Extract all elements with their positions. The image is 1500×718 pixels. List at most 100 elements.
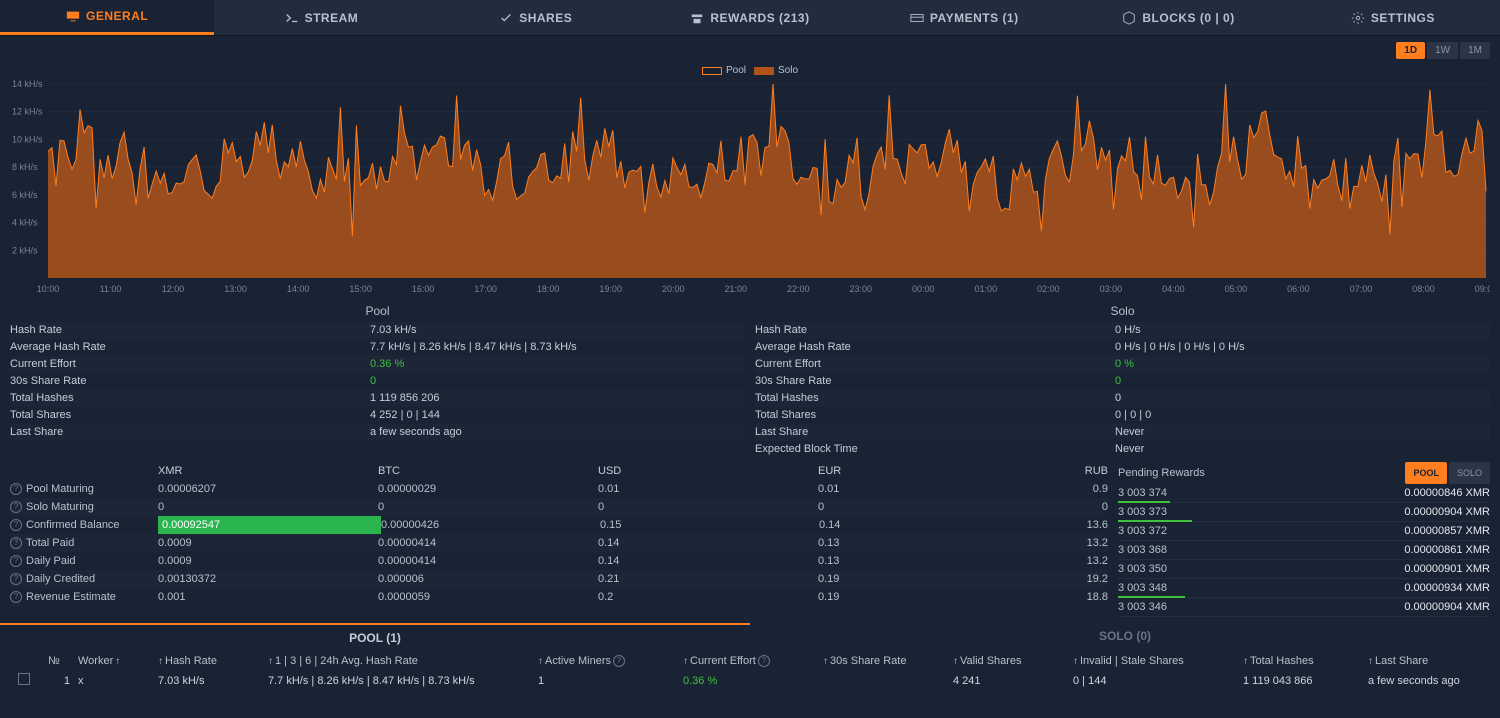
stats-label: Expected Block Time	[755, 441, 1115, 458]
col-hr[interactable]: ↑ Hash Rate	[158, 655, 268, 667]
currency-header[interactable]: BTC	[378, 462, 598, 480]
svg-text:2 kH/s: 2 kH/s	[12, 245, 38, 255]
col-th[interactable]: ↑ Total Hashes	[1243, 655, 1368, 667]
pending-row[interactable]: 3 003 3720.00000857 XMR	[1118, 522, 1490, 541]
stats-value: 0.36 %	[370, 356, 745, 373]
workers-tab-solo[interactable]: SOLO (0)	[750, 623, 1500, 651]
currency-header[interactable]: XMR	[158, 462, 378, 480]
worker-is: 0 | 144	[1073, 675, 1243, 687]
worker-name: x	[78, 675, 158, 687]
stats-label: Last Share	[10, 424, 370, 441]
currency-cell: 0.13	[818, 552, 1038, 570]
currency-header[interactable]: RUB	[1038, 462, 1108, 480]
worker-row[interactable]: 1x7.03 kH/s7.7 kH/s | 8.26 kH/s | 8.47 k…	[0, 671, 1500, 690]
currency-cell: 0.9	[1038, 480, 1108, 498]
legend-solo[interactable]: Solo	[754, 65, 798, 76]
help-icon[interactable]: ?	[10, 501, 22, 513]
worker-am: 1	[538, 675, 683, 687]
svg-text:03:00: 03:00	[1100, 284, 1123, 294]
currency-header[interactable]: USD	[598, 462, 818, 480]
rewards-icon	[690, 11, 704, 25]
currency-cell: 0.2	[598, 588, 818, 606]
pending-row[interactable]: 3 003 3680.00000861 XMR	[1118, 541, 1490, 560]
currency-row-label: ? Daily Paid	[10, 552, 158, 570]
currency-header[interactable]: EUR	[818, 462, 1038, 480]
svg-text:18:00: 18:00	[537, 284, 560, 294]
currency-cell: 18.8	[1038, 588, 1108, 606]
svg-text:05:00: 05:00	[1225, 284, 1248, 294]
tab-blocks[interactable]: BLOCKS (0 | 0)	[1071, 0, 1285, 35]
col-vs[interactable]: ↑ Valid Shares	[953, 655, 1073, 667]
tab-general[interactable]: GENERAL	[0, 0, 214, 35]
pending-row[interactable]: 3 003 3730.00000904 XMR	[1118, 503, 1490, 522]
help-icon[interactable]: ?	[10, 591, 22, 603]
svg-text:10:00: 10:00	[37, 284, 60, 294]
pending-row[interactable]: 3 003 3460.00000904 XMR	[1118, 598, 1490, 617]
worker-checkbox[interactable]	[18, 673, 30, 685]
currency-cell: 0.14	[819, 516, 1038, 534]
col-is[interactable]: ↑ Invalid | Stale Shares	[1073, 655, 1243, 667]
col-ce[interactable]: ↑ Current Effort ?	[683, 655, 823, 667]
svg-text:20:00: 20:00	[662, 284, 685, 294]
stats-value: 0	[1115, 373, 1490, 390]
stats-value: 4 252 | 0 | 144	[370, 407, 745, 424]
legend-pool[interactable]: Pool	[702, 65, 746, 76]
stats-value: 0	[1115, 390, 1490, 407]
help-icon[interactable]: ?	[10, 555, 22, 567]
pending-block: 3 003 372	[1118, 522, 1404, 540]
check-icon	[499, 11, 513, 25]
col-ls[interactable]: ↑ Last Share	[1368, 655, 1482, 667]
time-1w[interactable]: 1W	[1427, 42, 1458, 59]
pending-row[interactable]: 3 003 3480.00000934 XMR	[1118, 579, 1490, 598]
currency-cell: 0.01	[818, 480, 1038, 498]
pending-row[interactable]: 3 003 3500.00000901 XMR	[1118, 560, 1490, 579]
svg-text:02:00: 02:00	[1037, 284, 1060, 294]
currency-row-label: ? Daily Credited	[10, 570, 158, 588]
col-n[interactable]: №	[48, 655, 78, 667]
col-sr[interactable]: ↑ 30s Share Rate	[823, 655, 953, 667]
monitor-icon	[66, 9, 80, 23]
tab-label: GENERAL	[86, 9, 148, 23]
currency-cell: 0.0000059	[378, 588, 598, 606]
help-icon[interactable]: ?	[10, 519, 22, 531]
time-1d[interactable]: 1D	[1396, 42, 1425, 59]
svg-text:13:00: 13:00	[224, 284, 247, 294]
col-am[interactable]: ↑ Active Miners ?	[538, 655, 683, 667]
sort-arrow-icon: ↑	[268, 656, 273, 667]
tab-settings[interactable]: SETTINGS	[1286, 0, 1500, 35]
chart-canvas[interactable]: 14 kH/s12 kH/s10 kH/s8 kH/s6 kH/s4 kH/s2…	[10, 78, 1490, 298]
tab-shares[interactable]: SHARES	[429, 0, 643, 35]
stats-value: Never	[1115, 424, 1490, 441]
currency-cell: 0.13	[818, 534, 1038, 552]
stats-dual: Pool Hash Rate7.03 kH/sAverage Hash Rate…	[0, 298, 1500, 460]
help-icon[interactable]: ?	[10, 537, 22, 549]
time-1m[interactable]: 1M	[1460, 42, 1490, 59]
stats-value: 0	[370, 373, 745, 390]
col-avg[interactable]: ↑ 1 | 3 | 6 | 24h Avg. Hash Rate	[268, 655, 538, 667]
pending-tab-pool[interactable]: POOL	[1405, 462, 1447, 484]
pending-amount: 0.00000904 XMR	[1404, 598, 1490, 616]
table-area: XMR BTC USD EUR RUB ? Pool Maturing0.000…	[0, 460, 1500, 619]
pending-tab-solo[interactable]: SOLO	[1449, 462, 1490, 484]
tab-payments[interactable]: PAYMENTS (1)	[857, 0, 1071, 35]
block-icon	[1122, 11, 1136, 25]
stats-label: Last Share	[755, 424, 1115, 441]
svg-text:6 kH/s: 6 kH/s	[12, 190, 38, 200]
hashrate-chart: Pool Solo 14 kH/s12 kH/s10 kH/s8 kH/s6 k…	[0, 63, 1500, 298]
tab-rewards[interactable]: REWARDS (213)	[643, 0, 857, 35]
workers-tab-pool[interactable]: POOL (1)	[0, 623, 750, 651]
help-icon[interactable]: ?	[10, 573, 22, 585]
svg-text:19:00: 19:00	[599, 284, 622, 294]
help-icon[interactable]: ?	[613, 655, 625, 667]
currency-cell: 0.01	[598, 480, 818, 498]
pending-amount: 0.00000901 XMR	[1404, 560, 1490, 578]
help-icon[interactable]: ?	[10, 483, 22, 495]
pending-row[interactable]: 3 003 3740.00000846 XMR	[1118, 484, 1490, 503]
sort-arrow-icon: ↑	[1073, 656, 1078, 667]
tab-stream[interactable]: STREAM	[214, 0, 428, 35]
solo-stats-title: Solo	[755, 300, 1490, 322]
currency-row-label: ? Solo Maturing	[10, 498, 158, 516]
col-worker[interactable]: Worker ↑	[78, 655, 158, 667]
currency-cell: 0	[158, 498, 378, 516]
help-icon[interactable]: ?	[758, 655, 770, 667]
